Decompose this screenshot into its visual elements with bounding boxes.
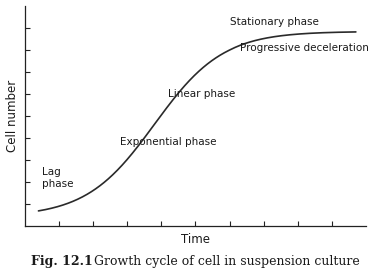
Text: Progressive deceleration: Progressive deceleration: [240, 43, 369, 53]
X-axis label: Time: Time: [181, 233, 210, 246]
Text: Exponential phase: Exponential phase: [120, 137, 217, 147]
Text: Growth cycle of cell in suspension culture: Growth cycle of cell in suspension cultu…: [91, 254, 360, 268]
Text: Fig. 12.1: Fig. 12.1: [32, 254, 93, 268]
Text: Stationary phase: Stationary phase: [230, 17, 319, 26]
Text: Lag
phase: Lag phase: [42, 167, 74, 189]
Y-axis label: Cell number: Cell number: [5, 80, 19, 152]
Text: Linear phase: Linear phase: [168, 89, 235, 99]
